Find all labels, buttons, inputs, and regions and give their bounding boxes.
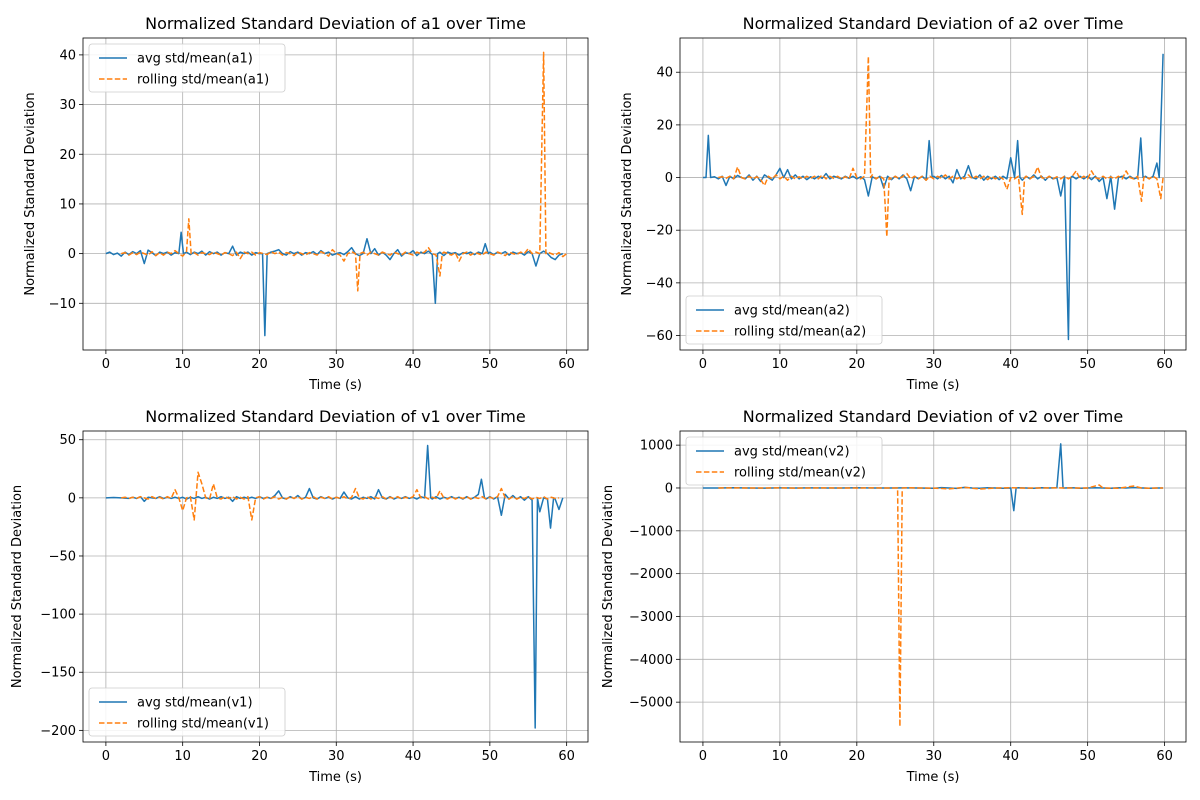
- y-tick-label: −5000: [629, 696, 673, 711]
- y-tick-label: −150: [40, 666, 76, 681]
- y-tick-label: 40: [656, 66, 673, 81]
- y-tick-label: 30: [59, 98, 76, 113]
- x-tick-label: 50: [482, 749, 499, 764]
- x-tick-label: 30: [328, 357, 345, 372]
- x-tick-label: 10: [174, 749, 191, 764]
- y-tick-label: 50: [59, 433, 76, 448]
- x-tick-label: 50: [482, 357, 499, 372]
- x-axis-label: Time (s): [906, 378, 960, 393]
- x-tick-label: 40: [405, 357, 422, 372]
- axes-frame: [679, 430, 1187, 743]
- legend: avg std/mean(v2) rolling std/mean(v2): [685, 436, 883, 486]
- chart-title: Normalized Standard Deviation of a2 over…: [743, 14, 1124, 33]
- legend-box: [685, 295, 883, 345]
- legend-label-1: avg std/mean(a1): [137, 52, 253, 67]
- x-tick-label: 60: [558, 749, 575, 764]
- x-tick-label: 10: [174, 357, 191, 372]
- x-tick-label: 40: [1002, 357, 1019, 372]
- subplot-4: 0 10 20 30 40 50 60 −5000 −4000 −3000 −2000 −1000 0 1…: [601, 407, 1187, 785]
- legend-box: [88, 43, 286, 93]
- y-tick-label: −40: [646, 276, 673, 291]
- y-tick-label: −200: [40, 724, 76, 739]
- legend-box: [88, 687, 286, 737]
- x-tick-label: 0: [699, 357, 707, 372]
- chart-title: Normalized Standard Deviation of v1 over…: [145, 407, 525, 426]
- x-axis-label: Time (s): [906, 770, 960, 785]
- y-tick-label: −60: [646, 329, 673, 344]
- chart-title: Normalized Standard Deviation of a1 over…: [145, 14, 526, 33]
- subplot-1: 0 10 20 30 40 50 60 −10 0 10 20 30 40 Normalized Stan…: [23, 14, 589, 393]
- x-tick-label: 60: [558, 357, 575, 372]
- x-tick-label: 50: [1079, 749, 1096, 764]
- x-tick-label: 40: [1002, 749, 1019, 764]
- x-tick-label: 50: [1079, 357, 1096, 372]
- chart-title: Normalized Standard Deviation of v2 over…: [743, 407, 1123, 426]
- legend: avg std/mean(a2) rolling std/mean(a2): [685, 295, 883, 345]
- x-axis-label: Time (s): [308, 378, 362, 393]
- x-tick-label: 0: [102, 749, 110, 764]
- series-line-1: [105, 231, 564, 337]
- x-tick-label: 10: [772, 357, 789, 372]
- y-tick-label: 10: [59, 197, 76, 212]
- x-tick-label: 0: [102, 357, 110, 372]
- y-tick-label: 0: [665, 481, 673, 496]
- x-tick-label: 30: [328, 749, 345, 764]
- legend-label-2: rolling std/mean(a2): [734, 325, 866, 340]
- y-axis-label: Normalized Standard Deviation: [10, 485, 25, 688]
- legend-label-1: avg std/mean(v2): [734, 445, 850, 460]
- y-tick-label: −4000: [629, 653, 673, 668]
- y-axis-label: Normalized Standard Deviation: [23, 92, 38, 295]
- y-tick-label: 1000: [640, 439, 673, 454]
- legend-label-1: avg std/mean(a2): [734, 304, 850, 319]
- legend-label-1: avg std/mean(v1): [137, 696, 253, 711]
- x-tick-label: 60: [1156, 749, 1173, 764]
- series-line-2: [121, 471, 560, 521]
- x-axis-label: Time (s): [308, 770, 362, 785]
- y-tick-label: 0: [68, 247, 76, 262]
- y-tick-label: 0: [68, 491, 76, 506]
- series-line-2: [718, 484, 1164, 728]
- x-tick-label: 30: [925, 357, 942, 372]
- x-tick-label: 20: [251, 749, 268, 764]
- y-axis-label: Normalized Standard Deviation: [601, 485, 616, 688]
- legend: avg std/mean(a1) rolling std/mean(a1): [88, 43, 286, 93]
- legend-label-2: rolling std/mean(v1): [137, 717, 269, 732]
- y-tick-label: −3000: [629, 610, 673, 625]
- y-tick-label: 20: [59, 148, 76, 163]
- y-tick-label: 40: [59, 48, 76, 63]
- y-tick-label: −20: [646, 224, 673, 239]
- subplot-3: 0 10 20 30 40 50 60 −200 −150 −100 −50 0 50 Normalize…: [10, 407, 589, 785]
- axes-frame: [679, 37, 1187, 351]
- y-tick-label: 20: [656, 118, 673, 133]
- subplot-2: 0 10 20 30 40 50 60 −60 −40 −20 0 20 40 Normalized St…: [620, 14, 1187, 393]
- x-tick-label: 20: [849, 357, 866, 372]
- y-axis-label: Normalized Standard Deviation: [620, 92, 635, 295]
- x-tick-label: 20: [251, 357, 268, 372]
- x-tick-label: 0: [699, 749, 707, 764]
- y-tick-label: −50: [49, 549, 76, 564]
- x-tick-label: 20: [849, 749, 866, 764]
- y-tick-label: 0: [665, 171, 673, 186]
- y-tick-label: −100: [40, 608, 76, 623]
- axes-frame: [82, 430, 589, 743]
- legend-box: [685, 436, 883, 486]
- series-line-2: [718, 55, 1164, 238]
- series-line-2: [121, 51, 568, 292]
- y-tick-label: −2000: [629, 567, 673, 582]
- x-tick-label: 60: [1156, 357, 1173, 372]
- x-tick-label: 10: [772, 749, 789, 764]
- legend-label-2: rolling std/mean(a1): [137, 73, 269, 88]
- legend-label-2: rolling std/mean(v2): [734, 466, 866, 481]
- axes-frame: [82, 37, 589, 351]
- y-tick-label: −1000: [629, 524, 673, 539]
- x-tick-label: 30: [925, 749, 942, 764]
- x-tick-label: 40: [405, 749, 422, 764]
- y-tick-label: −10: [49, 297, 76, 312]
- legend: avg std/mean(v1) rolling std/mean(v1): [88, 687, 286, 737]
